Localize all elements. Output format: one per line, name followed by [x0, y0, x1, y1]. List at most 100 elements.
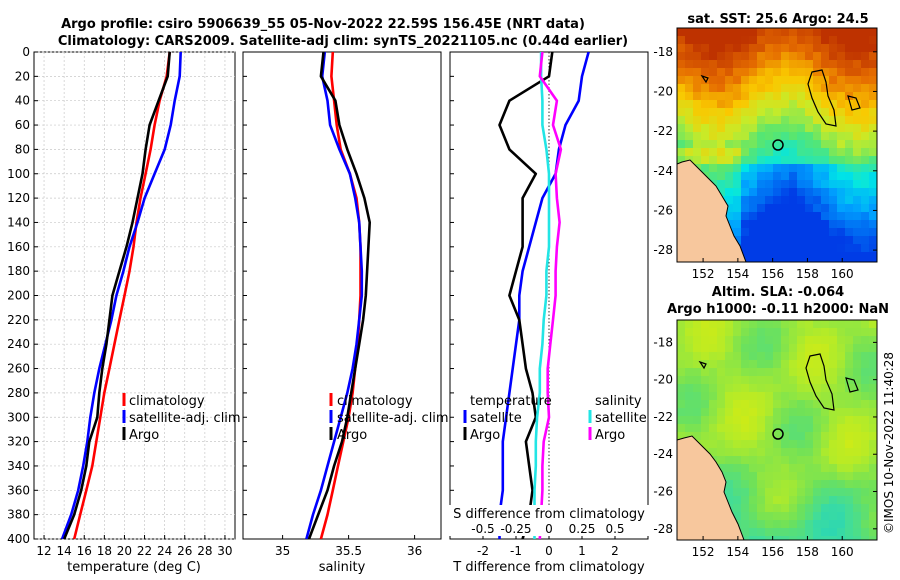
sla-cell [845, 480, 853, 488]
sla-cell [853, 472, 861, 480]
sst-cell [797, 212, 805, 220]
sst-cell [733, 76, 741, 84]
sst-cell [717, 140, 725, 148]
legend-title-salinity: salinity [595, 394, 642, 409]
sla-cell [805, 328, 813, 336]
series-line-satellite [533, 52, 551, 539]
sla-cell [821, 400, 829, 408]
sst-cell [861, 236, 869, 244]
sla-cell [725, 408, 733, 416]
map-y-tick-label: -24 [653, 164, 673, 178]
sla-cell [789, 416, 797, 424]
sla-cell [797, 472, 805, 480]
sla-cell [829, 424, 837, 432]
sla-cell [837, 528, 845, 536]
sst-cell [837, 68, 845, 76]
y-tick-label: 200 [7, 289, 30, 303]
sla-cell [829, 504, 837, 512]
sst-cell [829, 116, 837, 124]
sst-cell [749, 100, 757, 108]
sst-cell [869, 204, 877, 212]
sla-cell [869, 416, 877, 424]
sla-cell [829, 448, 837, 456]
sla-cell [837, 496, 845, 504]
sla-cell [853, 336, 861, 344]
sla-land [677, 353, 859, 540]
sst-cell [797, 44, 805, 52]
sla-cell [869, 464, 877, 472]
x-tick-label: 20 [117, 544, 132, 558]
sst-cell [821, 52, 829, 60]
sst-cell [845, 204, 853, 212]
sst-cell [797, 116, 805, 124]
sla-cell [765, 384, 773, 392]
sla-cell [693, 376, 701, 384]
sla-cell [701, 440, 709, 448]
sst-cell [741, 76, 749, 84]
y-tick-label: 360 [7, 483, 30, 497]
sst-cell [805, 156, 813, 164]
sst-cell [701, 84, 709, 92]
sla-cell [829, 336, 837, 344]
sla-cell [813, 336, 821, 344]
sla-cell [869, 320, 877, 328]
x-tick-label: 36 [407, 544, 422, 558]
sst-cell [837, 84, 845, 92]
map-y-tick-label: -20 [653, 84, 673, 98]
sla-cell [717, 424, 725, 432]
sla-cell [805, 520, 813, 528]
sst-cell [773, 196, 781, 204]
sst-cell [741, 100, 749, 108]
sst-cell [717, 52, 725, 60]
sla-cell [781, 520, 789, 528]
sst-cell [757, 236, 765, 244]
sst-cell [773, 108, 781, 116]
sst-cell [789, 156, 797, 164]
sst-cell [765, 236, 773, 244]
sst-cell [837, 156, 845, 164]
sst-cell [821, 60, 829, 68]
sla-cell [861, 416, 869, 424]
sla-cell [765, 432, 773, 440]
sst-cell [693, 148, 701, 156]
sst-cell [717, 84, 725, 92]
sla-cell [701, 336, 709, 344]
sla-cell [829, 520, 837, 528]
sla-cell [829, 440, 837, 448]
sla-cell [781, 368, 789, 376]
sla-cell [853, 512, 861, 520]
sla-cell [845, 432, 853, 440]
sla-cell [861, 376, 869, 384]
sst-cell [749, 68, 757, 76]
sla-cell [837, 352, 845, 360]
sst-cell [733, 140, 741, 148]
sst-cell [773, 60, 781, 68]
sla-cell [741, 480, 749, 488]
sst-cell [773, 52, 781, 60]
sst-argo-marker [772, 139, 784, 151]
sla-cell [845, 520, 853, 528]
sst-cell [725, 132, 733, 140]
sst-map-ticks: 152 154 156 158 160 -18 -20 -22 -24 -26 -28 [653, 45, 877, 281]
sst-cell [693, 124, 701, 132]
sst-cell [813, 212, 821, 220]
sst-cell [725, 140, 733, 148]
sst-cell [797, 252, 805, 260]
sla-cell [725, 360, 733, 368]
sst-cell [733, 132, 741, 140]
sst-cell [749, 188, 757, 196]
sla-cell [765, 416, 773, 424]
sla-cell [709, 384, 717, 392]
sla-cell [797, 400, 805, 408]
sst-cell [821, 220, 829, 228]
sla-cell [765, 520, 773, 528]
sst-cell [805, 164, 813, 172]
sst-cell [733, 68, 741, 76]
sst-cell [797, 172, 805, 180]
sst-cell [853, 108, 861, 116]
sst-cell [861, 92, 869, 100]
sst-cell [845, 28, 853, 36]
sla-cell [757, 392, 765, 400]
sst-cell [837, 52, 845, 60]
sla-cell [789, 448, 797, 456]
